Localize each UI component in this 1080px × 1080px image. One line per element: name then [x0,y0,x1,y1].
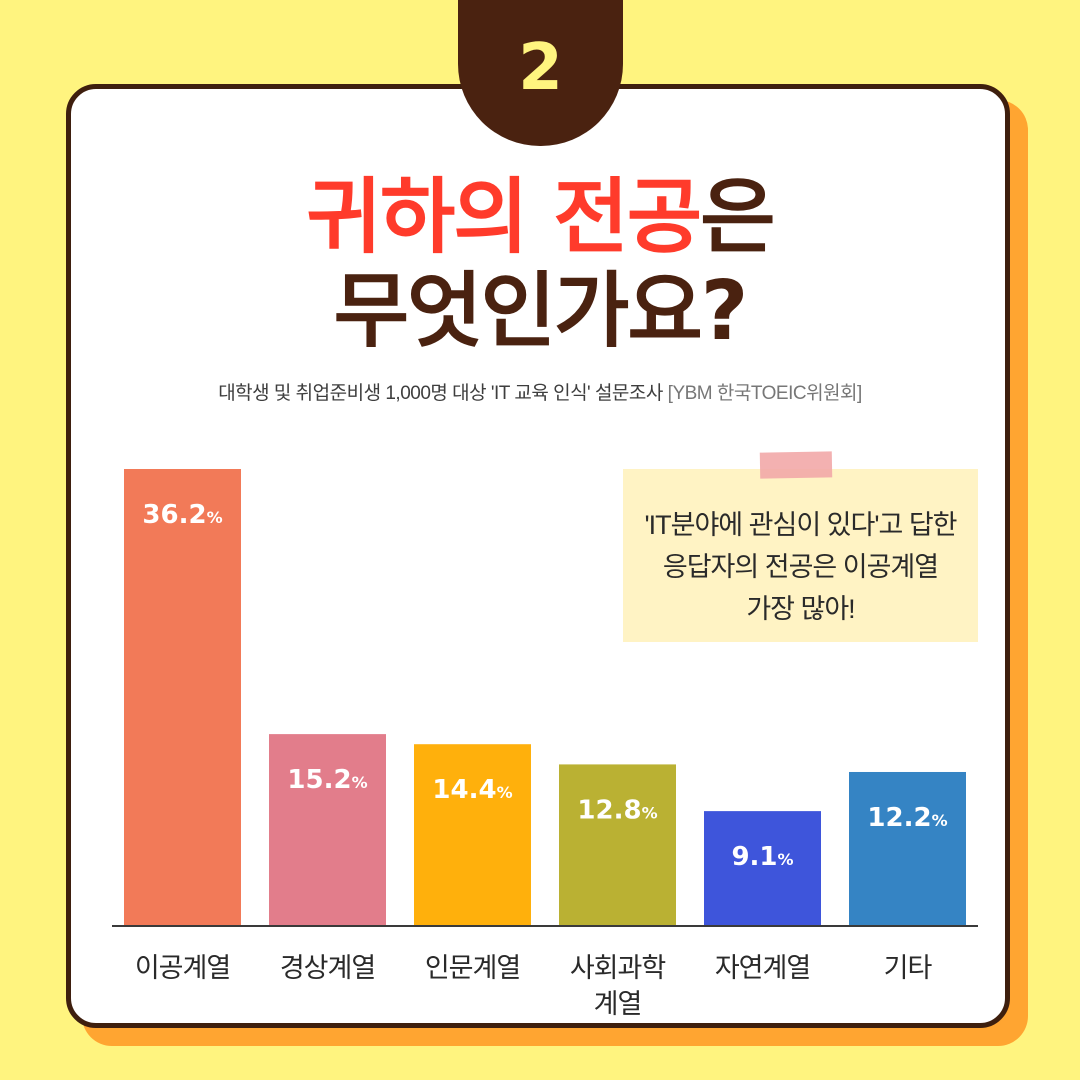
category-label-5: 자연계열 [714,953,811,983]
survey-description: 대학생 및 취업준비생 1,000명 대상 'IT 교육 인식' 설문조사 [218,383,663,404]
survey-source: [YBM 한국TOEIC위원회] [667,383,863,404]
bar-6 [849,771,966,926]
title-highlight: 귀하의 전공 [306,170,702,265]
bar-value-label-6: 12.2% [867,803,947,833]
note-tape [759,451,833,479]
number-badge: 2 [458,0,623,146]
category-label-6: 기타 [883,953,933,983]
survey-subtitle: 대학생 및 취업준비생 1,000명 대상 'IT 교육 인식' 설문조사 [Y… [0,378,1080,405]
bar-value-label-2: 15.2% [287,765,367,795]
bar-value-label-3: 14.4% [432,775,512,805]
page-title-line2: 무엇인가요? [333,264,749,359]
bar-1 [124,469,241,926]
badge-number: 2 [518,31,563,105]
note-line-3: 가장 많아! [746,594,855,624]
category-label-4: 사회과학 계열 [569,953,666,1019]
bar-5 [704,811,821,926]
bar-value-label-5: 9.1% [731,842,793,872]
bar-value-label-4: 12.8% [577,795,657,825]
category-label-2: 경상계열 [279,953,376,983]
category-label-3: 인문계열 [424,953,521,983]
page-title-line1: 귀하의 전공은 [0,168,1080,268]
note-line-2: 응답자의 전공은 이공계열 [662,552,939,582]
category-label-1: 이공계열 [134,953,231,983]
bar-4 [559,764,676,926]
note-line-1: 'IT분야에 관심이 있다'고 답한 [644,510,957,540]
bar-3 [414,744,531,926]
bar-value-label-1: 36.2% [142,500,222,530]
bar-2 [269,734,386,926]
callout-note [623,469,978,642]
title-suffix: 은 [700,170,775,265]
